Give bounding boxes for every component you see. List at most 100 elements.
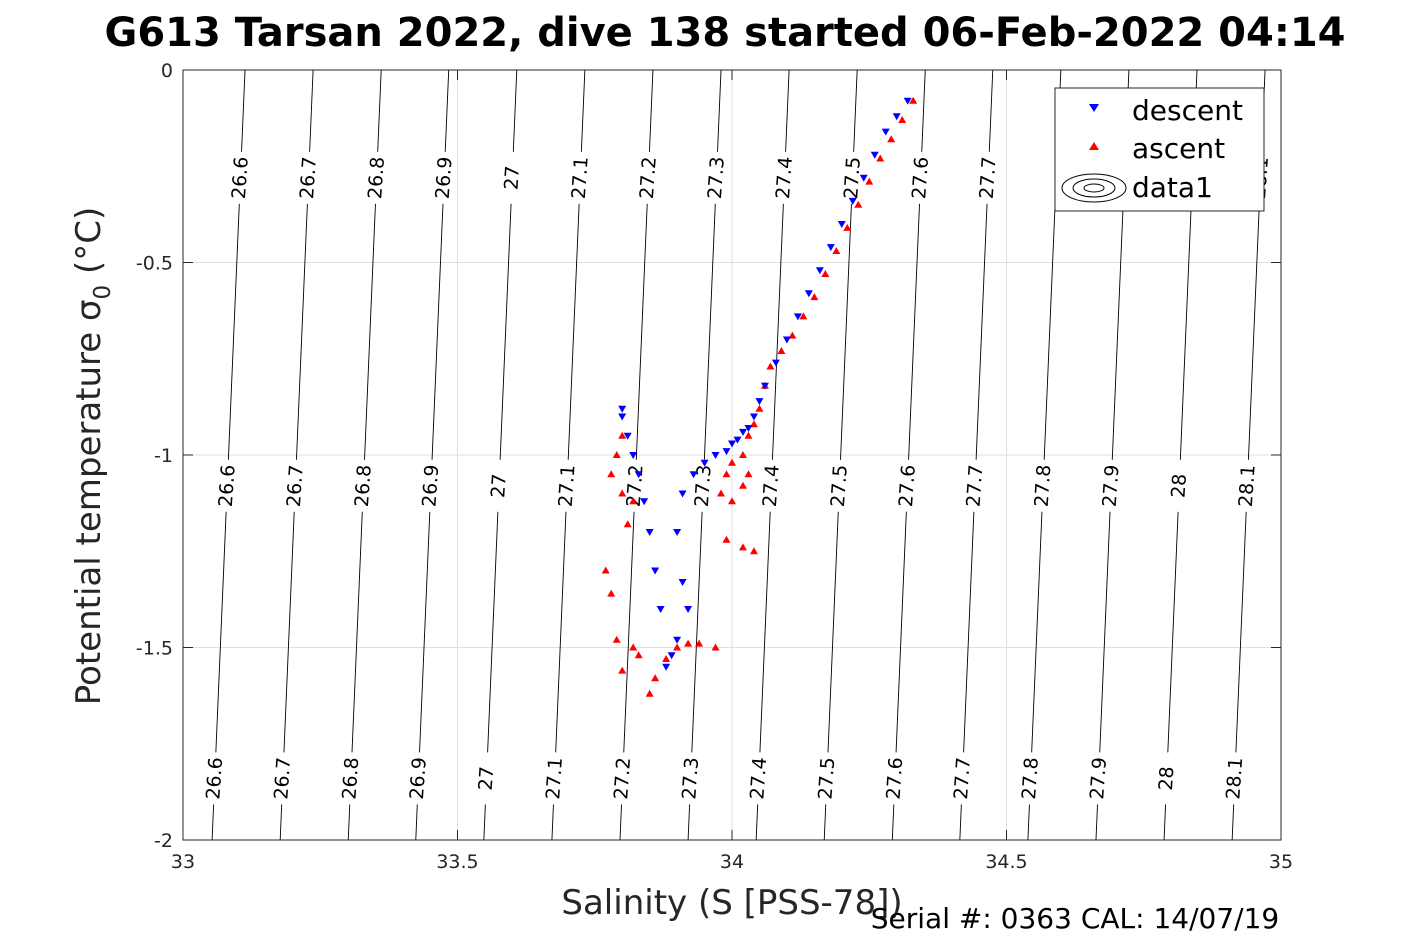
contour-label-bg (1223, 752, 1246, 805)
descent-point (629, 452, 638, 459)
descent-point (782, 336, 791, 344)
ascent-point (618, 666, 627, 674)
contour-label-bg (883, 752, 906, 805)
contour-label: 28.1 (1222, 757, 1247, 801)
contour-label: 27.4 (759, 464, 784, 508)
contour-label-bg (977, 151, 1000, 204)
descent-point (815, 267, 824, 275)
y-tick-label: -2 (154, 830, 173, 852)
x-tick-label: 33 (171, 851, 195, 873)
contour-label: 27.1 (555, 464, 580, 508)
legend-ascent-marker (1089, 142, 1099, 150)
contour-label-bg (692, 459, 715, 512)
descent-point (678, 579, 687, 587)
contour-label-bg (297, 151, 320, 204)
contour-label: 27.6 (908, 156, 933, 200)
ascent-point (618, 489, 627, 497)
contour-label: 28.1 (1235, 464, 1260, 508)
contour-label: 26.8 (338, 757, 363, 801)
ascent-point (887, 135, 896, 143)
descent-point (684, 606, 693, 613)
contour-label: 26.9 (432, 156, 457, 200)
descent-point (848, 197, 857, 205)
contour-label: 27.6 (895, 464, 920, 508)
contour-label: 27.5 (814, 757, 839, 801)
descent-point (733, 436, 742, 444)
contour-label: 27.4 (772, 156, 797, 200)
descent-point (673, 636, 682, 644)
contour-label-bg (216, 459, 239, 512)
ascent-point (810, 293, 819, 301)
ascent-series (601, 96, 918, 697)
contour-label: 26.7 (270, 757, 295, 801)
ascent-point (722, 470, 731, 478)
contour-label-bg (896, 459, 919, 512)
contour-label: 27.9 (1086, 757, 1111, 801)
descent-point (722, 448, 731, 456)
descent-series (618, 97, 912, 671)
contour-label-bg (679, 752, 702, 805)
descent-point (859, 174, 868, 182)
contour-label: 26.9 (418, 464, 443, 508)
ascent-point (865, 177, 874, 185)
descent-point (760, 382, 769, 390)
contour-label: 26.7 (296, 156, 321, 200)
contour-label-bg (909, 151, 932, 204)
descent-point (738, 428, 747, 436)
legend: descent ascent data1 (1054, 87, 1265, 212)
ascent-point (738, 451, 747, 458)
density-contour-labels: 26.6 26.7 26.8 26.9 27 27.1 27.2 27.3 27.4 27.5 27… (202, 151, 1273, 805)
legend-descent-label: descent (1132, 94, 1243, 127)
y-tick-label: -0.5 (136, 253, 173, 275)
contour-label: 27.3 (704, 156, 729, 200)
ascent-point (722, 535, 731, 543)
ascent-point (843, 223, 852, 231)
ascent-point (749, 547, 758, 555)
contour-label-bg (828, 459, 851, 512)
descent-point (618, 413, 627, 421)
descent-point (771, 359, 780, 367)
contour-label: 27.5 (840, 156, 865, 200)
contour-label: 26.6 (215, 464, 240, 508)
ascent-point (717, 489, 726, 497)
descent-point (728, 440, 736, 448)
descent-point (700, 459, 709, 467)
contour-label-bg (1087, 752, 1110, 805)
descent-point (804, 290, 813, 298)
axis-ticks: 33 33.5 34 34.5 35 -2 -1.5 -1 -0.5 0 (136, 60, 1293, 873)
ascent-point (673, 643, 682, 651)
ascent-point (629, 497, 638, 505)
ascent-point (898, 116, 907, 124)
contour-label: 27.7 (976, 156, 1001, 200)
descent-point (667, 652, 676, 660)
ascent-point (728, 458, 736, 466)
ascent-point (821, 270, 830, 278)
contour-label: 26.6 (202, 757, 227, 801)
x-tick-label: 34.5 (985, 851, 1027, 873)
x-tick-label: 35 (1269, 851, 1293, 873)
ascent-point (607, 470, 616, 478)
contour-label: 28 (1155, 766, 1179, 792)
descent-point (678, 490, 687, 498)
y-axis-label: Potential temperature σ0 (°C) (69, 207, 116, 706)
contour-label-bg (815, 752, 838, 805)
contour-label: 27.8 (1018, 757, 1043, 801)
x-axis-label: Salinity (S [PSS-78]) (561, 883, 902, 923)
contour-label-bg (407, 752, 430, 805)
contour-label-bg (705, 151, 728, 204)
ascent-point (629, 643, 638, 651)
contour-label: 27.3 (678, 757, 703, 801)
contour-label: 28 (1167, 473, 1191, 499)
contour-label: 27.7 (963, 464, 988, 508)
y-tick-label: 0 (161, 60, 173, 82)
contour-label: 27 (487, 473, 511, 499)
contour-label: 27.3 (691, 464, 716, 508)
contour-label-bg (284, 459, 307, 512)
contour-label-bg (1019, 752, 1042, 805)
ascent-point (684, 639, 693, 647)
descent-point (623, 432, 632, 440)
contour-label-bg (637, 151, 660, 204)
contour-label-bg (1168, 459, 1191, 512)
ascent-point (634, 651, 643, 659)
